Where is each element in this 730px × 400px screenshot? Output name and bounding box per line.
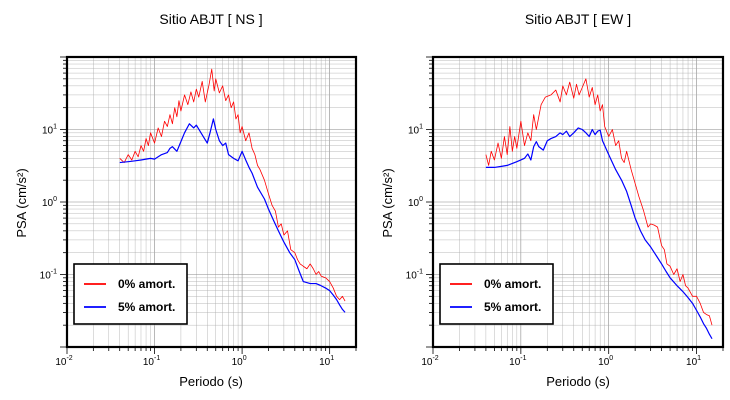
tick-base: 10	[406, 271, 418, 282]
chart-title: Sitio ABJT [ NS ]	[159, 11, 262, 27]
tick-exponent: 0	[419, 196, 423, 203]
tick-exponent: -2	[432, 355, 438, 362]
series-line	[119, 118, 346, 313]
legend-label: 5% amort.	[484, 300, 541, 314]
plot-frame	[65, 55, 358, 349]
y-tick-label: 101	[408, 124, 423, 137]
x-tick-label: 101	[319, 355, 334, 368]
tick-base: 10	[686, 357, 698, 368]
x-tick-label: 10-1	[143, 355, 160, 368]
tick-exponent: 1	[697, 355, 701, 362]
tick-base: 10	[598, 357, 610, 368]
legend-box	[439, 263, 554, 325]
legend-label: 5% amort.	[118, 300, 175, 314]
tick-exponent: -1	[417, 269, 423, 276]
legend-label: 0% amort.	[484, 277, 541, 291]
x-tick-label: 100	[232, 355, 247, 368]
chart-title: Sitio ABJT [ EW ]	[525, 11, 631, 27]
legend: 0% amort. 5% amort.	[439, 263, 554, 325]
tick-base: 10	[55, 357, 67, 368]
tick-exponent: -1	[520, 355, 526, 362]
tick-base: 10	[408, 198, 420, 209]
x-tick-label: 100	[598, 355, 613, 368]
y-tick-label: 10-1	[406, 269, 423, 282]
tick-base: 10	[143, 357, 155, 368]
tick-exponent: 1	[419, 124, 423, 131]
tick-base: 10	[42, 126, 54, 137]
y-tick-label: 100	[408, 196, 423, 209]
tick-exponent: -1	[154, 355, 160, 362]
x-tick-label: 10-2	[421, 355, 438, 368]
plot-frame	[431, 55, 725, 349]
tick-exponent: 0	[609, 355, 613, 362]
x-axis-label: Periodo (s)	[179, 374, 243, 389]
x-tick-label: 101	[686, 355, 701, 368]
series-line	[485, 78, 713, 326]
legend: 0% amort. 5% amort.	[73, 263, 188, 325]
tick-exponent: 0	[243, 355, 247, 362]
y-axis-label: PSA (cm/s²)	[14, 168, 29, 237]
tick-base: 10	[408, 126, 420, 137]
tick-base: 10	[232, 357, 244, 368]
tick-exponent: -1	[51, 269, 57, 276]
y-tick-label: 101	[42, 124, 57, 137]
legend-label: 0% amort.	[118, 277, 175, 291]
series-line	[485, 127, 713, 340]
tick-exponent: 1	[330, 355, 334, 362]
tick-exponent: 0	[53, 196, 57, 203]
legend-box	[73, 263, 188, 325]
tick-exponent: -2	[66, 355, 72, 362]
tick-exponent: 1	[53, 124, 57, 131]
x-tick-label: 10-2	[55, 355, 72, 368]
x-axis-label: Periodo (s)	[546, 374, 610, 389]
tick-base: 10	[319, 357, 331, 368]
tick-base: 10	[421, 357, 433, 368]
series-line	[119, 68, 346, 302]
y-tick-label: 100	[42, 196, 57, 209]
x-tick-label: 10-1	[509, 355, 526, 368]
tick-base: 10	[42, 198, 54, 209]
y-tick-label: 10-1	[40, 269, 57, 282]
tick-base: 10	[509, 357, 521, 368]
y-axis-label: PSA (cm/s²)	[380, 168, 395, 237]
tick-base: 10	[40, 271, 52, 282]
